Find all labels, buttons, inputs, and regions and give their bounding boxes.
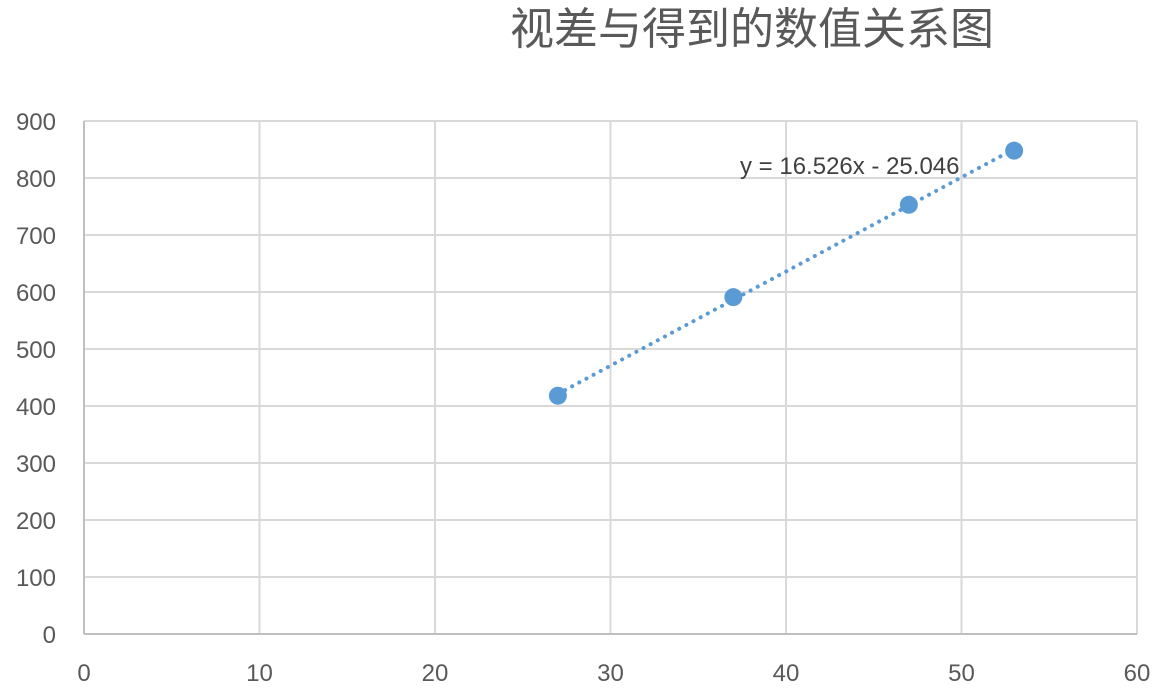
y-tick-label: 600 (16, 280, 56, 307)
x-tick-label: 10 (246, 660, 273, 687)
data-point (724, 288, 743, 307)
y-tick-label: 400 (16, 394, 56, 421)
chart-title: 视差与得到的数值关系图 (510, 4, 994, 55)
y-tick-label: 0 (43, 622, 56, 649)
axes (83, 121, 1137, 635)
y-tick-label: 100 (16, 565, 56, 592)
tick-labels: 0 100 200 300 400 500 600 700 800 900 0 10 20 30 40 50 6… (16, 109, 1150, 687)
data-point (899, 195, 918, 214)
x-tick-label: 60 (1124, 660, 1151, 687)
x-tick-label: 0 (77, 660, 90, 687)
data-point (1005, 141, 1024, 160)
y-tick-label: 300 (16, 451, 56, 478)
x-tick-label: 40 (773, 660, 800, 687)
y-tick-label: 800 (16, 166, 56, 193)
trendline-equation: y = 16.526x - 25.046 (740, 153, 960, 180)
x-tick-label: 20 (422, 660, 449, 687)
x-tick-label: 50 (948, 660, 975, 687)
y-tick-label: 500 (16, 337, 56, 364)
y-tick-label: 200 (16, 508, 56, 535)
data-point (548, 386, 567, 405)
trendline (555, 147, 1017, 396)
y-tick-label: 900 (16, 109, 56, 136)
gridlines (84, 120, 1138, 634)
x-tick-label: 30 (597, 660, 624, 687)
y-tick-label: 700 (16, 223, 56, 250)
trendline-layer (555, 147, 1017, 396)
data-points (548, 141, 1024, 405)
